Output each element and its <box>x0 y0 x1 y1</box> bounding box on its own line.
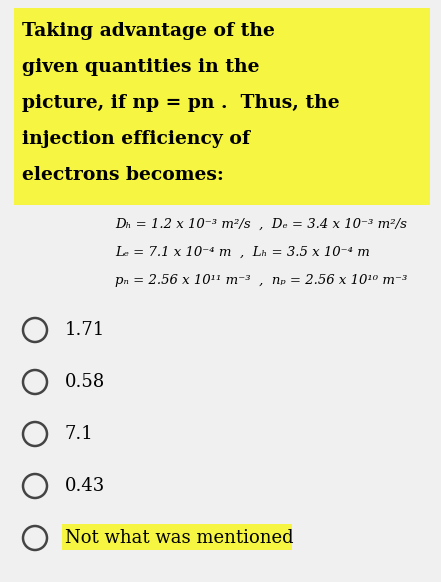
Text: 0.43: 0.43 <box>65 477 105 495</box>
Text: 7.1: 7.1 <box>65 425 94 443</box>
Text: injection efficiency of: injection efficiency of <box>22 130 250 148</box>
Text: 0.58: 0.58 <box>65 373 105 391</box>
Text: electrons becomes:: electrons becomes: <box>22 166 224 184</box>
Text: 1.71: 1.71 <box>65 321 105 339</box>
Text: given quantities in the: given quantities in the <box>22 58 259 76</box>
FancyBboxPatch shape <box>14 8 430 205</box>
Text: Taking advantage of the: Taking advantage of the <box>22 22 275 40</box>
Text: Dₕ = 1.2 x 10⁻³ m²/s  ,  Dₑ = 3.4 x 10⁻³ m²/s: Dₕ = 1.2 x 10⁻³ m²/s , Dₑ = 3.4 x 10⁻³ m… <box>115 218 407 231</box>
Text: Not what was mentioned: Not what was mentioned <box>65 529 294 547</box>
Text: Lₑ = 7.1 x 10⁻⁴ m  ,  Lₕ = 3.5 x 10⁻⁴ m: Lₑ = 7.1 x 10⁻⁴ m , Lₕ = 3.5 x 10⁻⁴ m <box>115 246 370 259</box>
Text: pₙ = 2.56 x 10¹¹ m⁻³  ,  nₚ = 2.56 x 10¹⁰ m⁻³: pₙ = 2.56 x 10¹¹ m⁻³ , nₚ = 2.56 x 10¹⁰ … <box>115 274 407 287</box>
Text: picture, if np = pn .  Thus, the: picture, if np = pn . Thus, the <box>22 94 340 112</box>
FancyBboxPatch shape <box>62 524 292 550</box>
